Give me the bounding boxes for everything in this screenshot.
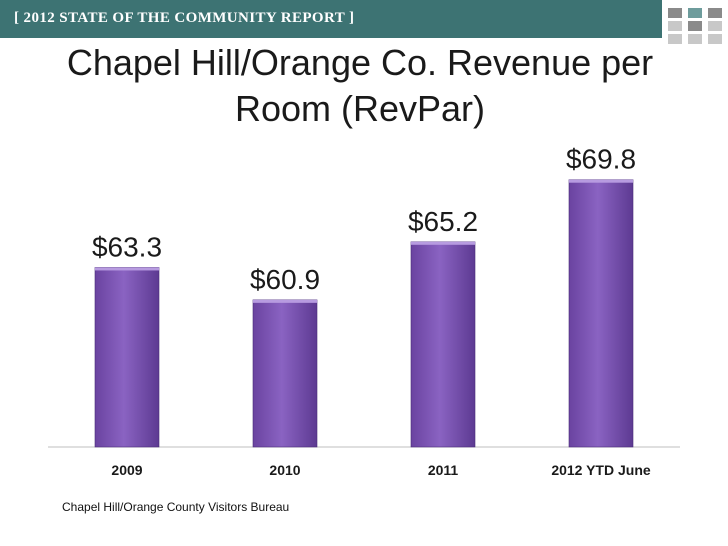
data-label: $69.8 xyxy=(566,144,636,175)
chart-title-line-2: Room (RevPar) xyxy=(234,88,486,129)
bar-top-highlight xyxy=(569,179,633,183)
source-note: Chapel Hill/Orange County Visitors Burea… xyxy=(62,500,290,514)
bar-2012-ytd-june xyxy=(568,179,634,448)
bar-top-highlight xyxy=(253,299,317,303)
chart-title: Chapel Hill/Orange Co. Revenue per Room … xyxy=(40,40,680,132)
bar-2010 xyxy=(252,299,318,448)
bar-top-highlight xyxy=(95,267,159,271)
data-label: $63.3 xyxy=(92,231,162,262)
bar-2009 xyxy=(94,267,160,448)
x-tick-label: 2012 YTD June xyxy=(551,462,651,478)
decorative-squares-icon xyxy=(668,8,724,44)
report-banner: [ 2012 STATE OF THE COMMUNITY REPORT ] xyxy=(0,0,662,38)
bar-top-highlight xyxy=(411,241,475,245)
x-tick-label: 2011 xyxy=(428,462,459,478)
x-tick-label: 2009 xyxy=(111,462,142,478)
banner-text: [ 2012 STATE OF THE COMMUNITY REPORT ] xyxy=(14,10,355,26)
bar-2011 xyxy=(410,241,476,448)
data-label: $60.9 xyxy=(250,264,320,295)
chart-title-line-1: Chapel Hill/Orange Co. Revenue per xyxy=(66,42,654,83)
data-label: $65.2 xyxy=(408,206,478,237)
x-tick-label: 2010 xyxy=(269,462,300,478)
